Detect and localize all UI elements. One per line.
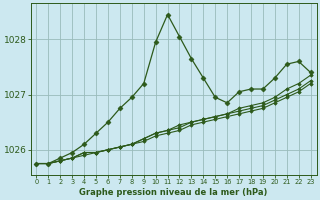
X-axis label: Graphe pression niveau de la mer (hPa): Graphe pression niveau de la mer (hPa) xyxy=(79,188,268,197)
